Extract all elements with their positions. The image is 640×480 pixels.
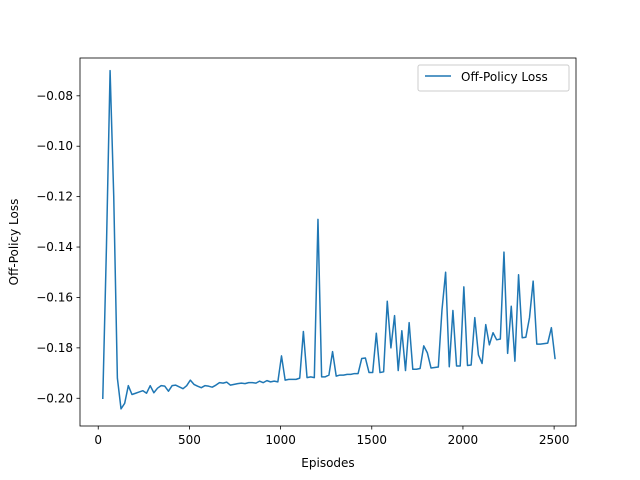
plot-area: [80, 58, 576, 426]
y-tick-label: −0.10: [36, 139, 73, 153]
y-tick-label: −0.18: [36, 341, 73, 355]
x-tick-label: 0: [94, 433, 102, 447]
y-tick-label: −0.16: [36, 290, 73, 304]
y-axis-label: Off-Policy Loss: [7, 199, 21, 286]
y-tick-label: −0.08: [36, 89, 73, 103]
x-tick-label: 1000: [265, 433, 296, 447]
series-line-off-policy-loss: [102, 69, 556, 410]
y-tick-label: −0.12: [36, 190, 73, 204]
x-tick-label: 500: [178, 433, 201, 447]
legend: Off-Policy Loss: [417, 64, 570, 92]
x-axis-ticks: 0 500 1000 1500 2000 2500: [94, 426, 569, 447]
legend-box: [417, 64, 570, 92]
legend-label: Off-Policy Loss: [461, 70, 548, 84]
y-tick-label: −0.14: [36, 240, 73, 254]
plot-frame: [79, 57, 577, 427]
x-tick-label: 1500: [356, 433, 387, 447]
x-tick-label: 2000: [448, 433, 479, 447]
x-axis-label: Episodes: [301, 456, 354, 470]
x-tick-label: 2500: [539, 433, 570, 447]
y-axis-ticks: −0.20 −0.18 −0.16 −0.14 −0.12 −0.10 −0.08: [36, 89, 80, 405]
y-tick-label: −0.20: [36, 391, 73, 405]
